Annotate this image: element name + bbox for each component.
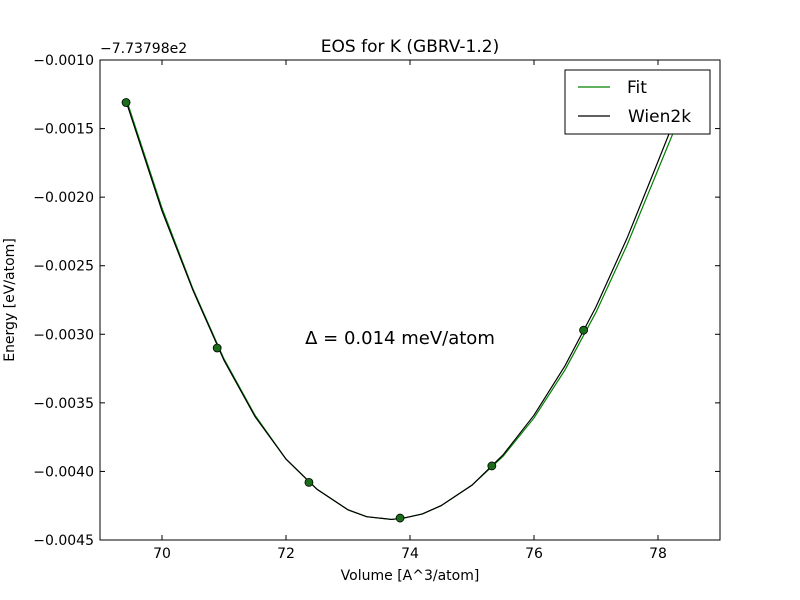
chart-title: EOS for K (GBRV-1.2) (321, 37, 499, 57)
series-line-fit (125, 98, 678, 521)
y-tick-label: −0.0040 (33, 464, 94, 480)
y-tick-label: −0.0045 (33, 533, 94, 549)
x-tick-label: 70 (153, 546, 171, 562)
y-offset-label: −7.73798e2 (100, 41, 187, 57)
legend: Fit Wien2k (564, 69, 711, 135)
legend-label-wien2k: Wien2k (628, 107, 691, 127)
plot-area (121, 98, 678, 523)
legend-box (564, 69, 711, 135)
x-axis-title: Volume [A^3/atom] (341, 568, 480, 584)
y-axis-title: Energy [eV/atom] (2, 238, 18, 362)
y-tick-label: −0.0025 (33, 259, 94, 275)
delta-annotation: Δ = 0.014 meV/atom (305, 328, 495, 349)
y-tick-label: −0.0020 (33, 190, 94, 206)
y-tick-label: −0.0035 (33, 396, 94, 412)
x-tick-label: 74 (401, 546, 419, 562)
y-axis: −0.0045 −0.0040 −0.0035 −0.0030 −0.0025 −0.00… (33, 53, 720, 549)
x-tick-label: 78 (649, 546, 667, 562)
y-tick-label: −0.0015 (33, 122, 94, 138)
data-point (395, 513, 405, 523)
data-point (304, 477, 314, 487)
data-point (121, 98, 131, 107)
series-line-wien2k (125, 100, 678, 521)
legend-label-fit: Fit (627, 78, 647, 98)
y-tick-label: −0.0030 (33, 327, 94, 343)
data-point (212, 343, 222, 353)
data-point (579, 325, 588, 335)
x-tick-label: 76 (525, 546, 543, 562)
y-tick-label: −0.0010 (33, 53, 94, 69)
x-axis: 70 72 74 76 78 (153, 60, 667, 562)
data-point (487, 461, 497, 471)
x-tick-label: 72 (277, 546, 295, 562)
